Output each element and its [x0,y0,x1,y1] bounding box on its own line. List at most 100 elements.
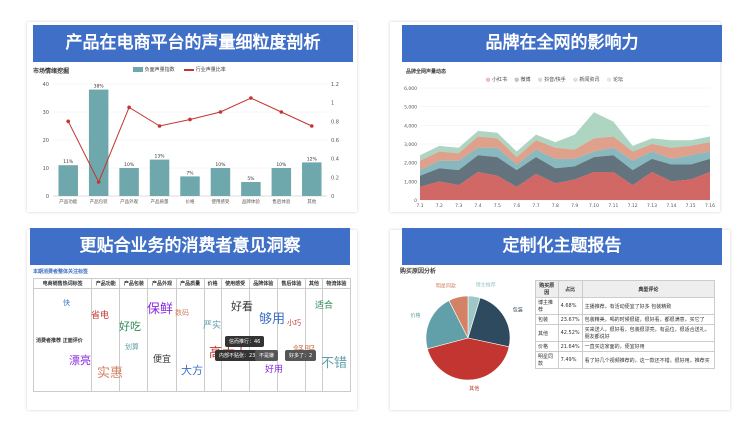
y-right-tick-label: 0.6 [331,138,339,144]
bar-value-label: 5% [247,176,255,182]
report-table: 购买原因 占比 典型评论 博主推荐 4.68% 主播推荐，有活动便宜了好多 包装精致… [535,280,716,369]
x-tick-label: 售后体验 [272,198,290,205]
pie-slice [448,295,469,339]
x-tick-label: 使用感受 [211,198,229,205]
y-tick-label: 3,000 [404,142,417,148]
line-point [127,105,131,110]
x-tick-label: 7.10 [589,203,599,209]
legend-item-0: ◎ 小红书 [486,77,507,83]
x-tick-label: 7.6 [513,203,520,209]
word-cloud-item: 便宜 [153,355,172,365]
tooltip-2: 不是嫌 [255,350,279,361]
legend-line-label: 行业声量比率 [195,67,226,73]
area-chart-legend: ◎ 小红书 ◎ 微博 ◎ 抖音/快手 ◎ 新闻资讯 ◎ 论坛 [486,76,623,83]
line-point [157,124,162,128]
x-tick-label: 价格 [186,198,195,205]
y-tick-label: 30 [43,110,49,116]
header-cell: 其他 [304,278,323,289]
y-tick-label: 1,000 [404,179,417,185]
bar-value-label: 10% [276,162,287,168]
word-cloud-item: 小巧 [287,319,301,327]
x-tick-label: 7.13 [647,203,657,209]
bar [302,162,322,196]
legend-item-3: ◎ 新闻资讯 [573,77,600,83]
area-series [420,147,710,176]
report-row: 博主推荐 4.68% 主播推荐，有活动便宜了好多 包装精致 [535,297,716,315]
header-cell: 物流体验 [321,278,352,289]
header-cell: 电商销售热词标签 [32,278,93,289]
x-tick-label: 7.8 [552,203,559,209]
tooltip-3: 好多了：2 [285,350,317,361]
word-cloud-item: 不错 [321,356,348,371]
bar [271,168,292,196]
bar-value-label: 12% [307,156,318,162]
bar [119,168,139,196]
line-point [309,124,314,128]
bar-value-label: 38% [94,84,105,90]
area-series [420,155,710,187]
header-cell: 产品外观 [147,278,177,289]
header-cell: 售后体验 [276,278,306,289]
header-cell: 产品质量 [175,278,205,289]
pie-label: 包装 [513,307,523,314]
legend-item-4: ◎ 论坛 [606,77,623,83]
y-tick-label: 4,000 [404,123,417,129]
y-tick-label: 40 [43,82,49,88]
consumer-header-row: 电商销售热词标签 产品功能 产品包装 产品外观 产品质量 价格 使用感受 品牌体… [32,278,352,289]
report-row: 其他 42.52% 买来送人，很好看，包装很漂亮，有品位，很适合送礼，朋友都说好 [535,324,716,342]
market-chart-title: 市场情绪挖掘 [33,68,70,75]
y-tick-label: 10 [43,166,49,172]
bar [58,165,78,196]
consumer-body-row: 消费者推荐 正面评价 [32,288,352,392]
y-tick-label: 5,000 [404,105,417,111]
word-cloud-item: 快 [63,299,70,307]
y-right-tick-label: 0.4 [331,157,339,163]
bar-value-label: 13% [155,154,166,160]
area-chart-title: 品牌全网声量动态 [406,69,447,75]
pie-label: 价格 [411,312,421,319]
area-series [420,112,710,161]
x-tick-label: 7.1 [416,203,423,209]
word-cloud-item: 实惠 [97,366,124,381]
report-title: 购买原因分析 [400,268,437,275]
pie-slice [427,337,510,381]
x-tick-label: 7.3 [455,203,462,209]
word-cloud-item: 好看 [231,300,253,313]
tooltip-0: 信而推行：46 [225,336,265,347]
word-cloud-item: 大方 [181,364,203,377]
market-chart: 0 10 20 30 40 0 0.2 0.4 0.6 0.8 1 1.2 11% 产品功能 38% 产品包装… [43,82,339,205]
y-right-tick-label: 1.2 [331,82,339,88]
area-chart: 0 1,000 2,000 3,000 4,000 5,000 6,000 7.1 7.2 7.3… [404,86,715,209]
word-cloud: 快省电好吃保鲜数码严实好看够用小巧适合漂亮实惠划算便宜大方高大上正品好用舒服不错 [63,298,351,398]
bar-value-label: 10% [215,162,226,168]
x-tick-label: 7.9 [571,203,578,209]
x-tick-label: 其他 [307,198,316,205]
report-header-row: 购买原因 占比 典型评论 [535,280,716,298]
pie-label: 明星同款 [436,282,456,289]
bar [88,89,109,196]
x-tick-label: 7.15 [686,203,696,209]
banner-consumer-insight: 更贴合业务的消费者意见洞察 [30,228,350,265]
word-cloud-item: 省电 [91,311,110,321]
report-row: 明星同款 7.49% 看了好几个视频推荐的，这一款还不错，很好用，推荐买 [535,351,716,369]
line-point [188,117,192,122]
banner-product-volume: 产品在电商平台的声量细粒度剖析 [33,25,353,62]
y-tick-label: 20 [43,138,49,144]
bar [149,159,170,196]
legend-bar-swatch [133,67,143,72]
word-cloud-item: 好用 [265,365,284,375]
consumer-panel-title: 本期消费者整体关注标签 [33,269,89,275]
banner-brand-influence: 品牌在全网的影响力 [402,25,722,62]
consumer-tag-table: 电商销售热词标签 产品功能 产品包装 产品外观 产品质量 价格 使用感受 品牌体… [32,278,352,392]
y-right-tick-label: 0.8 [331,119,339,125]
line-point [96,180,101,184]
line-point [279,110,284,114]
bar [180,176,200,196]
x-tick-label: 产品功能 [59,198,77,205]
x-tick-label: 7.7 [532,203,539,209]
header-cell: 使用感受 [220,278,250,289]
x-tick-label: 7.5 [494,203,501,209]
word-cloud-item: 适合 [315,301,334,311]
y-right-tick-label: 0 [331,194,334,200]
